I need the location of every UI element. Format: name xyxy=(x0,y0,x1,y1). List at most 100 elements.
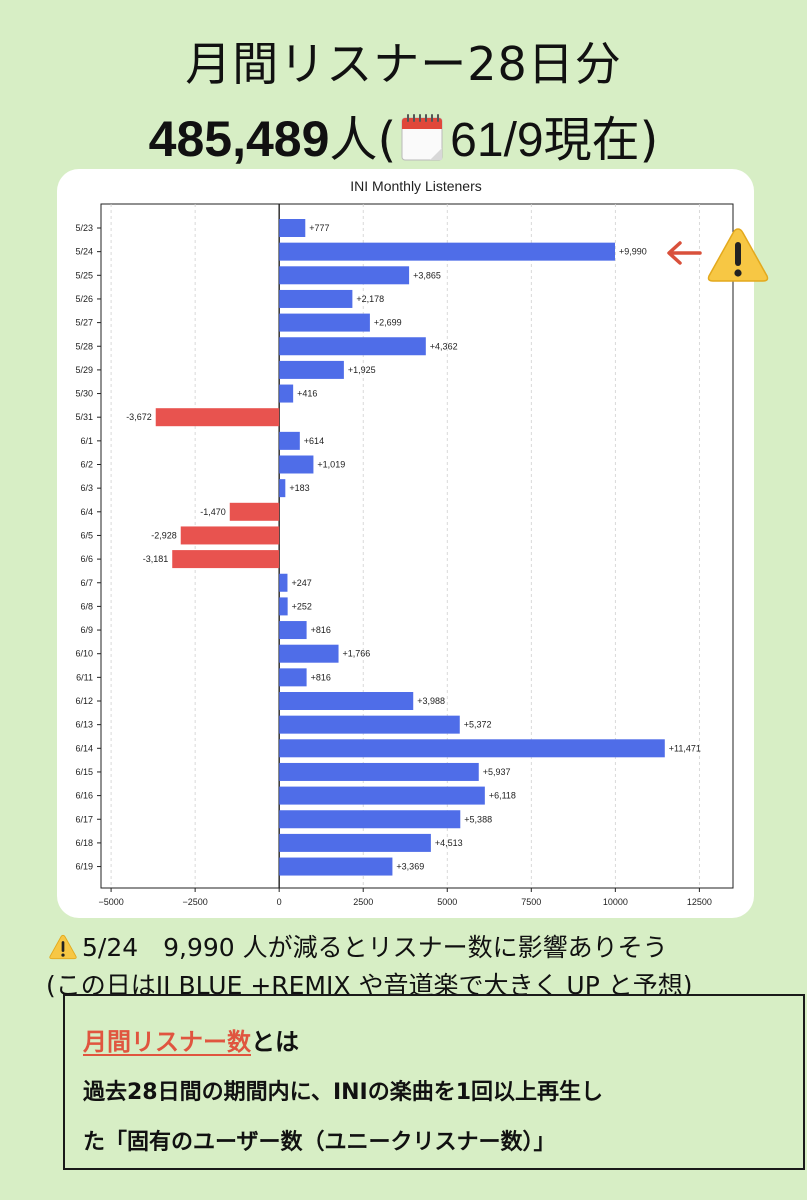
bar-6/8 xyxy=(279,597,288,616)
page-title: 月間リスナー28日分 xyxy=(185,37,622,91)
data-label-6/8: +252 xyxy=(292,601,312,611)
note-line-1: 5/24 9,990 人が減るとリスナー数に影響ありそう xyxy=(48,928,668,966)
data-label-6/7: +247 xyxy=(291,578,311,588)
y-tick-label: 6/18 xyxy=(75,838,93,848)
data-label-6/4: -1,470 xyxy=(200,507,226,517)
bar-5/28 xyxy=(279,337,426,356)
date-text: 61/9 xyxy=(450,114,544,167)
data-label-6/12: +3,988 xyxy=(417,696,445,706)
definition-heading: 月間リスナー数とは xyxy=(83,1022,299,1057)
y-tick-label: 6/10 xyxy=(75,649,93,659)
data-label-5/31: -3,672 xyxy=(126,412,152,422)
y-tick-label: 6/2 xyxy=(80,460,93,470)
data-label-6/15: +5,937 xyxy=(483,767,511,777)
y-tick-label: 6/4 xyxy=(80,507,93,517)
data-label-5/26: +2,178 xyxy=(356,294,384,304)
bar-5/29 xyxy=(279,360,344,379)
data-label-5/27: +2,699 xyxy=(374,318,402,328)
x-tick-label: 10000 xyxy=(603,897,628,907)
arrow-left-icon xyxy=(664,238,702,272)
data-label-5/23: +777 xyxy=(309,223,329,233)
y-tick-label: 6/1 xyxy=(80,436,93,446)
x-tick-label: 0 xyxy=(277,897,282,907)
data-label-6/10: +1,766 xyxy=(343,649,371,659)
bar-6/11 xyxy=(279,668,307,687)
data-label-6/11: +816 xyxy=(311,672,331,682)
bar-6/15 xyxy=(279,762,479,781)
data-label-6/14: +11,471 xyxy=(669,743,701,753)
x-tick-label: −2500 xyxy=(182,897,207,907)
y-tick-label: 5/23 xyxy=(75,223,93,233)
y-tick-label: 5/26 xyxy=(75,294,93,304)
y-tick-label: 5/25 xyxy=(75,270,93,280)
bar-6/3 xyxy=(279,479,286,498)
bar-5/26 xyxy=(279,289,353,308)
data-label-5/24: +9,990 xyxy=(619,247,647,257)
y-tick-label: 6/17 xyxy=(75,814,93,824)
monthly-listeners-chart: INI Monthly Listeners +777 +9,990 +3,865 +2… xyxy=(75,178,734,907)
bar-6/6 xyxy=(172,550,280,569)
y-tick-label: 6/8 xyxy=(80,601,93,611)
now-text: 現在) xyxy=(543,112,659,168)
y-tick-label: 5/29 xyxy=(75,365,93,375)
bar-6/2 xyxy=(279,455,314,474)
x-tick-label: 5000 xyxy=(437,897,457,907)
warning-icon xyxy=(706,226,770,288)
data-label-6/13: +5,372 xyxy=(464,720,492,730)
bar-6/19 xyxy=(279,857,393,876)
listener-total: 485,489人( 61/9現在) xyxy=(0,100,807,174)
data-label-5/30: +416 xyxy=(297,389,317,399)
definition-box: 月間リスナー数とは 過去28日間の期間内に、INIの楽曲を1回以上再生し た「固… xyxy=(63,994,805,1170)
calendar-icon xyxy=(400,112,446,174)
data-label-6/9: +816 xyxy=(311,625,331,635)
data-label-5/25: +3,865 xyxy=(413,270,441,280)
data-label-6/19: +3,369 xyxy=(396,862,424,872)
bar-6/1 xyxy=(279,431,300,450)
y-tick-label: 5/24 xyxy=(75,247,93,257)
data-label-6/3: +183 xyxy=(289,483,309,493)
data-label-6/18: +4,513 xyxy=(435,838,463,848)
listener-count: 485,489 xyxy=(148,111,330,167)
x-tick-label: −5000 xyxy=(98,897,123,907)
y-tick-label: 5/27 xyxy=(75,318,93,328)
data-label-5/29: +1,925 xyxy=(348,365,376,375)
bar-5/23 xyxy=(279,219,306,237)
note-line-1-text: 5/24 9,990 人が減るとリスナー数に影響ありそう xyxy=(82,933,668,962)
y-tick-label: 6/16 xyxy=(75,791,93,801)
x-tick-label: 12500 xyxy=(687,897,712,907)
x-tick-label: 7500 xyxy=(521,897,541,907)
bar-5/24 xyxy=(279,242,616,261)
bar-6/13 xyxy=(279,715,460,734)
bar-6/10 xyxy=(279,644,339,663)
definition-term: 月間リスナー数 xyxy=(83,1028,251,1056)
y-tick-label: 5/31 xyxy=(75,412,93,422)
listener-unit: 人 xyxy=(329,112,378,168)
y-tick-label: 6/13 xyxy=(75,720,93,730)
y-tick-label: 6/5 xyxy=(80,530,93,540)
y-tick-label: 6/3 xyxy=(80,483,93,493)
y-tick-label: 6/19 xyxy=(75,862,93,872)
bar-5/25 xyxy=(279,266,410,285)
bar-6/4 xyxy=(229,502,280,521)
y-tick-label: 6/14 xyxy=(75,743,93,753)
y-tick-label: 6/11 xyxy=(76,672,93,682)
definition-line-3: た「固有のユーザー数（ユニークリスナー数）」 xyxy=(83,1130,556,1155)
y-tick-label: 6/15 xyxy=(75,767,93,777)
plot-frame xyxy=(100,203,734,889)
definition-line-2: 過去28日間の期間内に、INIの楽曲を1回以上再生し xyxy=(83,1080,604,1105)
definition-term-suffix: とは xyxy=(251,1028,299,1056)
bar-6/12 xyxy=(279,692,414,710)
chart-title: INI Monthly Listeners xyxy=(350,178,482,194)
warning-icon-small xyxy=(48,934,78,966)
bar-6/17 xyxy=(279,810,461,829)
bar-6/16 xyxy=(279,786,485,805)
bar-6/18 xyxy=(279,833,431,852)
x-tick-label: 2500 xyxy=(353,897,373,907)
data-label-6/16: +6,118 xyxy=(489,791,516,801)
bar-5/31 xyxy=(155,408,280,427)
data-label-6/6: -3,181 xyxy=(143,554,169,564)
bar-5/30 xyxy=(279,384,294,403)
bar-6/5 xyxy=(180,526,280,545)
y-tick-label: 6/6 xyxy=(80,554,93,564)
data-label-5/28: +4,362 xyxy=(430,341,458,351)
